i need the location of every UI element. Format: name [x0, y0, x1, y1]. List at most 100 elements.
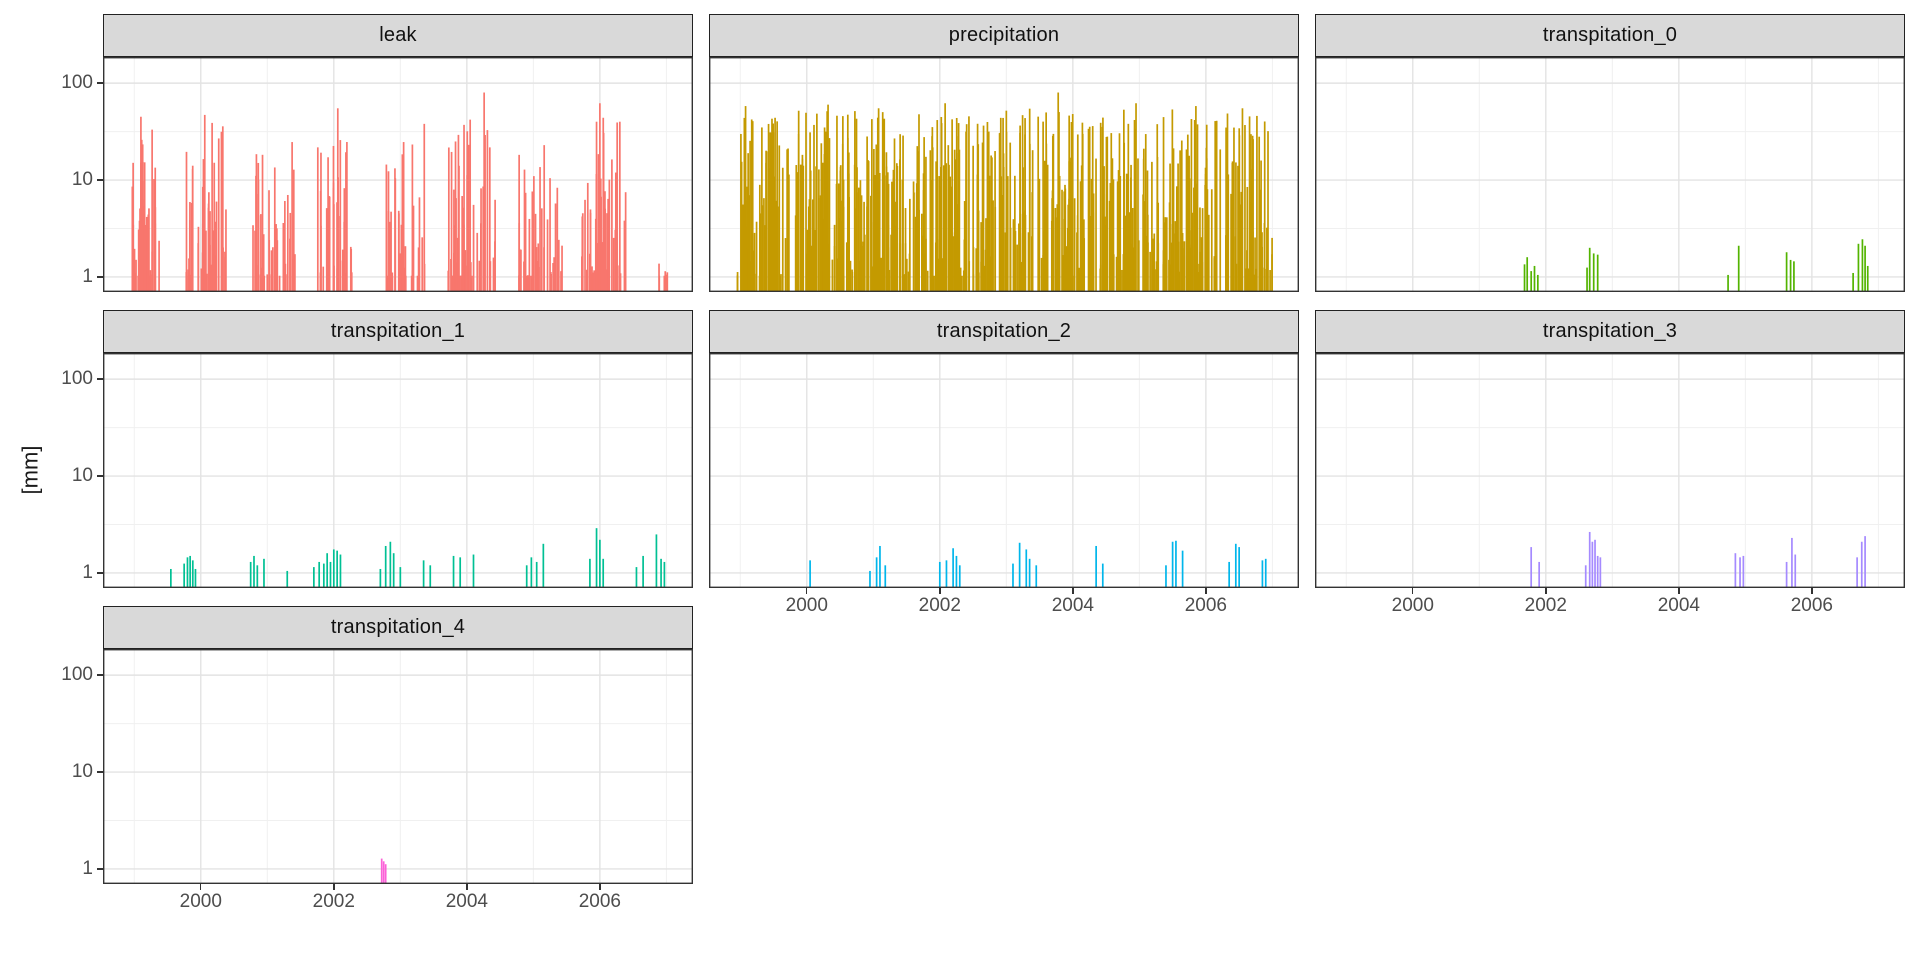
bars: [131, 92, 669, 292]
y-tick-label: 10: [71, 465, 93, 487]
facet-leak: leak 100 10 1: [61, 14, 693, 292]
facet-transpitation-1: transpitation_1 100 10 1: [61, 310, 693, 588]
panel-border: [103, 57, 693, 292]
facet-transpitation-4: transpitation_4 100 10 1 2000 2002 2004 …: [61, 606, 693, 912]
y-tick-label: 1: [82, 857, 93, 879]
facet-strip: precipitation: [709, 14, 1299, 57]
y-axis-tick: [97, 771, 103, 773]
precipitation-plot: [709, 57, 1299, 292]
y-tick-label: 100: [61, 664, 93, 686]
x-axis-tick: [200, 884, 202, 890]
y-axis-tick: [97, 674, 103, 676]
x-tick-label: 2006: [1184, 595, 1228, 616]
bars: [736, 92, 1273, 292]
panel-border: [709, 57, 1299, 292]
x-tick-label: 2004: [1657, 595, 1700, 616]
x-tick-label: 2000: [1391, 595, 1434, 616]
panel-border: [1315, 353, 1905, 588]
x-axis-tick: [1678, 588, 1680, 594]
x-axis-tick: [1072, 588, 1074, 594]
x-tick-label: 2000: [179, 891, 222, 912]
y-axis-title: [mm]: [17, 445, 43, 495]
bars: [809, 540, 1267, 588]
grid-minor: [1315, 353, 1905, 588]
x-axis-tick: [806, 588, 808, 594]
x-tick-label: 2006: [1790, 595, 1834, 616]
y-tick-label: 100: [61, 72, 93, 94]
facet-transpitation-3: transpitation_3 2000 2002 2004 2006: [1315, 310, 1905, 616]
grid-major: [103, 353, 693, 588]
transpitation-4-plot: [103, 649, 693, 884]
grid-major: [1315, 57, 1905, 292]
y-axis-tick: [97, 868, 103, 870]
facet-precipitation: precipitation: [709, 14, 1299, 292]
facet-panel: [1315, 57, 1905, 292]
bars: [170, 528, 666, 588]
bars: [1523, 239, 1869, 292]
transpitation-3-plot: [1315, 353, 1905, 588]
y-tick-label: 1: [82, 561, 93, 583]
facet-strip-label: transpitation_4: [330, 616, 466, 638]
x-axis-tick: [333, 884, 335, 890]
transpitation-0-plot: [1315, 57, 1905, 292]
facet-strip-label: transpitation_2: [936, 320, 1072, 342]
facet-strip-label: transpitation_3: [1542, 320, 1678, 342]
x-tick-label: 2002: [312, 891, 355, 912]
x-tick-label: 2002: [918, 595, 961, 616]
x-tick-label: 2004: [1051, 595, 1094, 616]
x-axis-tick: [599, 884, 601, 890]
grid-major: [709, 353, 1299, 588]
y-axis-tick: [97, 179, 103, 181]
panel-border: [709, 353, 1299, 588]
facet-panel: [103, 649, 693, 884]
facet-strip: leak: [103, 14, 693, 57]
x-axis-tick: [466, 884, 468, 890]
facet-panel: [709, 353, 1299, 588]
panel-border: [1315, 57, 1905, 292]
x-axis-tick: [1811, 588, 1813, 594]
x-tick-label: 2000: [785, 595, 828, 616]
facet-panel: [103, 353, 693, 588]
panel-border: [103, 649, 693, 884]
x-tick-label: 2004: [445, 891, 488, 912]
facet-panel: [709, 57, 1299, 292]
facet-strip-label: transpitation_0: [1542, 24, 1678, 46]
x-axis-tick: [939, 588, 941, 594]
y-tick-label: 10: [71, 761, 93, 783]
facet-transpitation-0: transpitation_0: [1315, 14, 1905, 292]
facet-strip-label: leak: [379, 24, 417, 46]
facet-strip: transpitation_4: [103, 606, 693, 649]
panel-border: [103, 353, 693, 588]
grid-major: [1315, 353, 1905, 588]
y-axis-tick: [97, 276, 103, 278]
y-tick-label: 100: [61, 368, 93, 390]
facet-strip-label: precipitation: [948, 24, 1060, 46]
y-axis-tick: [97, 378, 103, 380]
grid-minor: [709, 353, 1299, 588]
facet-strip: transpitation_1: [103, 310, 693, 353]
facet-strip: transpitation_3: [1315, 310, 1905, 353]
transpitation-2-plot: [709, 353, 1299, 588]
y-axis-tick: [97, 82, 103, 84]
transpitation-1-plot: [103, 353, 693, 588]
y-tick-label: 10: [71, 169, 93, 191]
leak-plot: [103, 57, 693, 292]
grid-major: [103, 649, 693, 884]
x-axis-tick: [1205, 588, 1207, 594]
facet-transpitation-2: transpitation_2 2000 2002 2004 2006: [709, 310, 1299, 616]
x-tick-label: 2006: [578, 891, 622, 912]
facet-strip: transpitation_2: [709, 310, 1299, 353]
x-axis-tick: [1545, 588, 1547, 594]
y-axis-tick: [97, 475, 103, 477]
x-axis-tick: [1412, 588, 1414, 594]
bars: [1530, 531, 1866, 588]
grid-minor: [103, 353, 693, 588]
facet-panel: [1315, 353, 1905, 588]
facet-panel: [103, 57, 693, 292]
facet-strip: transpitation_0: [1315, 14, 1905, 57]
grid-minor: [103, 649, 693, 884]
y-tick-label: 1: [82, 265, 93, 287]
grid-minor: [1315, 57, 1905, 292]
y-axis-tick: [97, 572, 103, 574]
bars: [380, 858, 387, 884]
